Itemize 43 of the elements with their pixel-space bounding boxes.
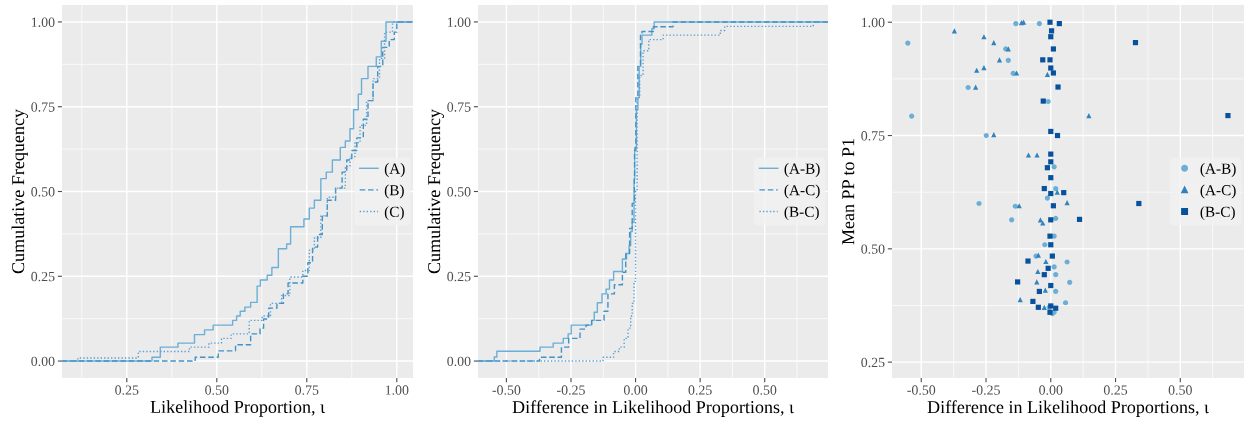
legend-label: (A) xyxy=(384,163,405,177)
y-tick-label: 0.75 xyxy=(447,102,471,112)
y-tick-label: 1.00 xyxy=(31,17,55,27)
legend-label: (A-B) xyxy=(784,163,820,177)
legend-label: (C) xyxy=(384,206,404,221)
y-axis-title: Mean PP to P1 xyxy=(842,139,855,245)
x-axis-title: Difference in Likelihood Proportions, ι xyxy=(512,400,794,417)
x-tick-label: 0.00 xyxy=(1039,385,1063,395)
y-tick-label: 0.00 xyxy=(31,356,55,367)
y-tick-label: 0.50 xyxy=(447,187,471,197)
legend-label: (A-B) xyxy=(1200,163,1236,177)
x-axis-title: Likelihood Proportion, ι xyxy=(150,400,325,417)
y-tick-label: 0.25 xyxy=(861,357,885,368)
y-tick-label: 1.00 xyxy=(447,17,471,27)
x-tick-label: 0.50 xyxy=(1168,385,1192,395)
x-axis-title: Difference in Likelihood Proportions, ι xyxy=(927,400,1209,417)
y-tick-label: 0.25 xyxy=(31,271,55,282)
legend-label: (B-C) xyxy=(1200,206,1235,221)
y-tick-label: 0.50 xyxy=(31,187,55,197)
x-tick-label: 0.00 xyxy=(623,385,648,395)
x-tick-label: 0.25 xyxy=(1103,385,1128,395)
x-tick-label: 1.00 xyxy=(385,385,409,395)
legend-label: (B) xyxy=(384,184,404,199)
y-tick-label: 0.75 xyxy=(861,131,885,141)
y-tick-label: 1.00 xyxy=(861,17,885,28)
y-axis-title: Cumulative Frequency xyxy=(427,109,444,274)
x-tick-label: -0.50 xyxy=(907,385,936,395)
y-tick-label: 0.25 xyxy=(447,271,471,282)
x-tick-label: 0.75 xyxy=(295,385,319,395)
legend-label: (A-C) xyxy=(1200,184,1236,199)
y-tick-label: 0.50 xyxy=(861,244,885,254)
x-tick-label: 0.50 xyxy=(753,385,777,395)
x-tick-label: 0.25 xyxy=(688,385,712,395)
y-axis-title: Cumulative Frequency xyxy=(11,109,28,274)
x-tick-label: 0.50 xyxy=(205,385,229,395)
legend-label: (A-C) xyxy=(784,184,820,199)
y-tick-label: 0.75 xyxy=(31,102,55,112)
x-tick-label: 0.25 xyxy=(115,385,139,395)
x-tick-label: -0.25 xyxy=(972,385,1000,395)
legend-label: (B-C) xyxy=(784,206,819,221)
y-tick-label: 0.00 xyxy=(447,356,471,367)
x-tick-label: -0.50 xyxy=(492,385,521,395)
x-tick-label: -0.25 xyxy=(557,385,585,395)
